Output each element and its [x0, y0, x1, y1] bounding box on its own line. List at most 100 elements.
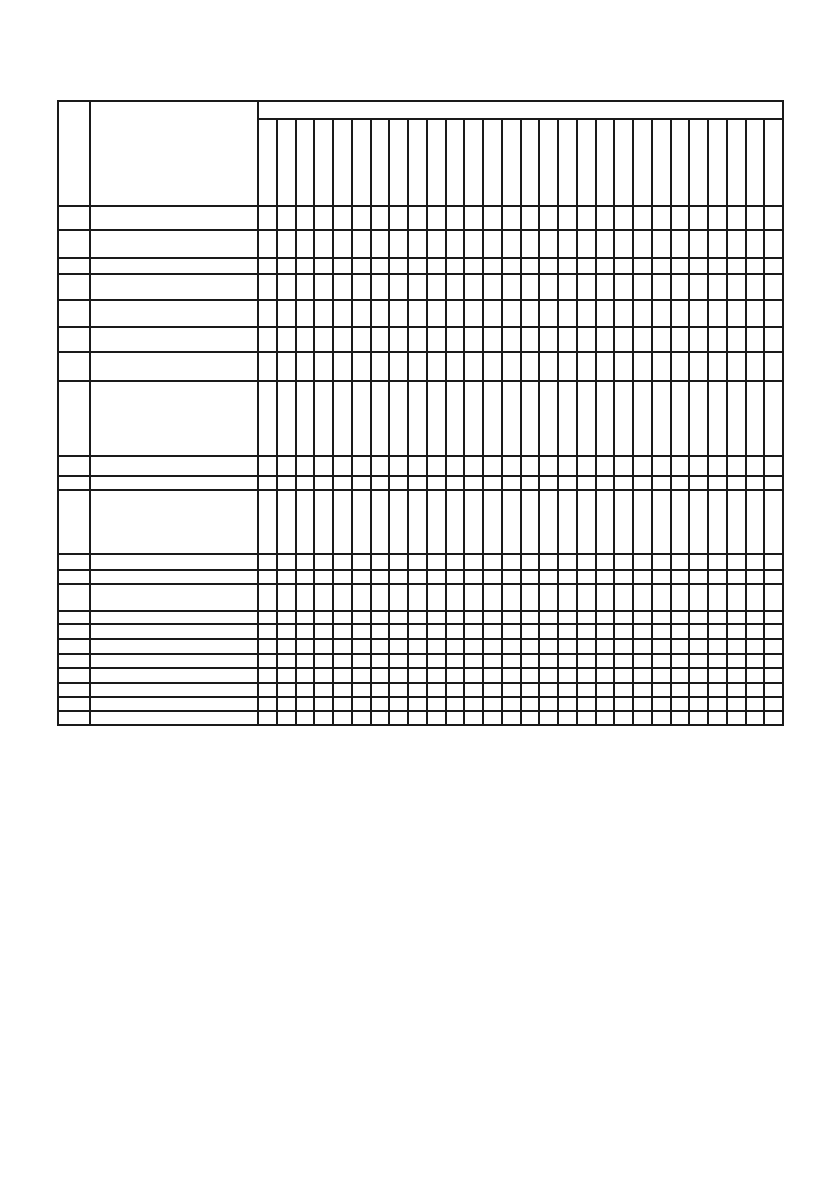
grid-cell — [313, 257, 334, 275]
grid-cell — [482, 553, 503, 571]
grid-cell — [425, 475, 447, 491]
label-cell-narrow — [57, 351, 91, 382]
grid-cell — [407, 710, 428, 726]
grid-cell — [350, 569, 372, 585]
grid-cell — [313, 455, 334, 477]
grid-cell — [744, 326, 766, 353]
grid-cell — [332, 257, 353, 275]
grid-cell — [575, 299, 597, 328]
grid-cell — [388, 696, 409, 712]
grid-cell — [613, 326, 634, 353]
grid-cell — [744, 682, 766, 698]
grid-cell — [669, 623, 691, 640]
grid-cell — [557, 569, 578, 585]
grid-cell — [725, 489, 747, 555]
grid-cell — [632, 351, 653, 382]
grid-cell — [538, 326, 559, 353]
grid-cell — [500, 489, 522, 555]
grid-cell — [482, 273, 503, 301]
grid-cell — [538, 351, 559, 382]
grid-cell — [575, 475, 597, 491]
grid-cell — [575, 667, 597, 684]
grid-cell — [257, 229, 278, 259]
blank-register-grid — [57, 100, 785, 726]
grid-cell — [669, 638, 691, 655]
grid-cell — [725, 380, 747, 457]
grid-cell — [744, 257, 766, 275]
grid-cell — [725, 273, 747, 301]
corner-cell-wide — [89, 100, 259, 207]
grid-cell — [707, 475, 728, 491]
grid-cell — [332, 380, 353, 457]
grid-cell — [313, 553, 334, 571]
grid-cell — [425, 326, 447, 353]
grid-cell — [425, 667, 447, 684]
grid-cell — [613, 205, 634, 231]
grid-cell — [444, 569, 466, 585]
grid-cell — [519, 653, 541, 669]
grid-cell — [313, 653, 334, 669]
grid-cell — [632, 667, 653, 684]
grid-cell — [294, 273, 316, 301]
grid-cell — [632, 569, 653, 585]
grid-cell — [388, 583, 409, 612]
grid-cell — [594, 229, 616, 259]
grid-cell — [332, 351, 353, 382]
grid-cell — [444, 380, 466, 457]
grid-cell — [557, 326, 578, 353]
grid-cell — [763, 229, 785, 259]
grid-cell — [294, 653, 316, 669]
grid-cell — [463, 610, 484, 625]
label-cell-wide — [89, 667, 259, 684]
body-row — [57, 351, 785, 382]
grid-cell — [407, 299, 428, 328]
grid-cell — [763, 553, 785, 571]
grid-cell — [744, 380, 766, 457]
grid-cell — [613, 710, 634, 726]
grid-cell — [519, 273, 541, 301]
grid-cell — [613, 653, 634, 669]
grid-cell — [313, 351, 334, 382]
grid-cell — [519, 299, 541, 328]
grid-cell — [613, 623, 634, 640]
grid-cell — [557, 489, 578, 555]
grid-cell — [744, 273, 766, 301]
vertical-header-cell — [388, 118, 409, 207]
grid-cell — [257, 682, 278, 698]
grid-cell — [519, 667, 541, 684]
label-cell-narrow — [57, 610, 91, 625]
grid-cell — [763, 610, 785, 625]
grid-cell — [369, 257, 391, 275]
grid-cell — [613, 475, 634, 491]
grid-cell — [557, 475, 578, 491]
grid-cell — [519, 583, 541, 612]
grid-cell — [407, 205, 428, 231]
grid-cell — [313, 667, 334, 684]
label-cell-wide — [89, 653, 259, 669]
grid-cell — [407, 475, 428, 491]
grid-cell — [407, 623, 428, 640]
grid-cell — [444, 623, 466, 640]
grid-cell — [294, 380, 316, 457]
grid-cell — [669, 273, 691, 301]
grid-cell — [482, 682, 503, 698]
grid-cell — [763, 638, 785, 655]
grid-cell — [369, 710, 391, 726]
grid-cell — [350, 205, 372, 231]
grid-cell — [313, 273, 334, 301]
grid-cell — [707, 682, 728, 698]
grid-cell — [350, 553, 372, 571]
grid-cell — [425, 653, 447, 669]
grid-cell — [744, 623, 766, 640]
grid-cell — [294, 229, 316, 259]
grid-cell — [575, 257, 597, 275]
grid-cell — [707, 299, 728, 328]
grid-cell — [482, 638, 503, 655]
grid-cell — [575, 326, 597, 353]
grid-cell — [482, 710, 503, 726]
grid-cell — [313, 682, 334, 698]
grid-cell — [725, 667, 747, 684]
grid-cell — [538, 710, 559, 726]
grid-cell — [500, 380, 522, 457]
label-cell-narrow — [57, 299, 91, 328]
